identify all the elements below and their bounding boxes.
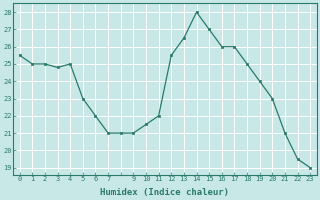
X-axis label: Humidex (Indice chaleur): Humidex (Indice chaleur) [100,188,229,197]
